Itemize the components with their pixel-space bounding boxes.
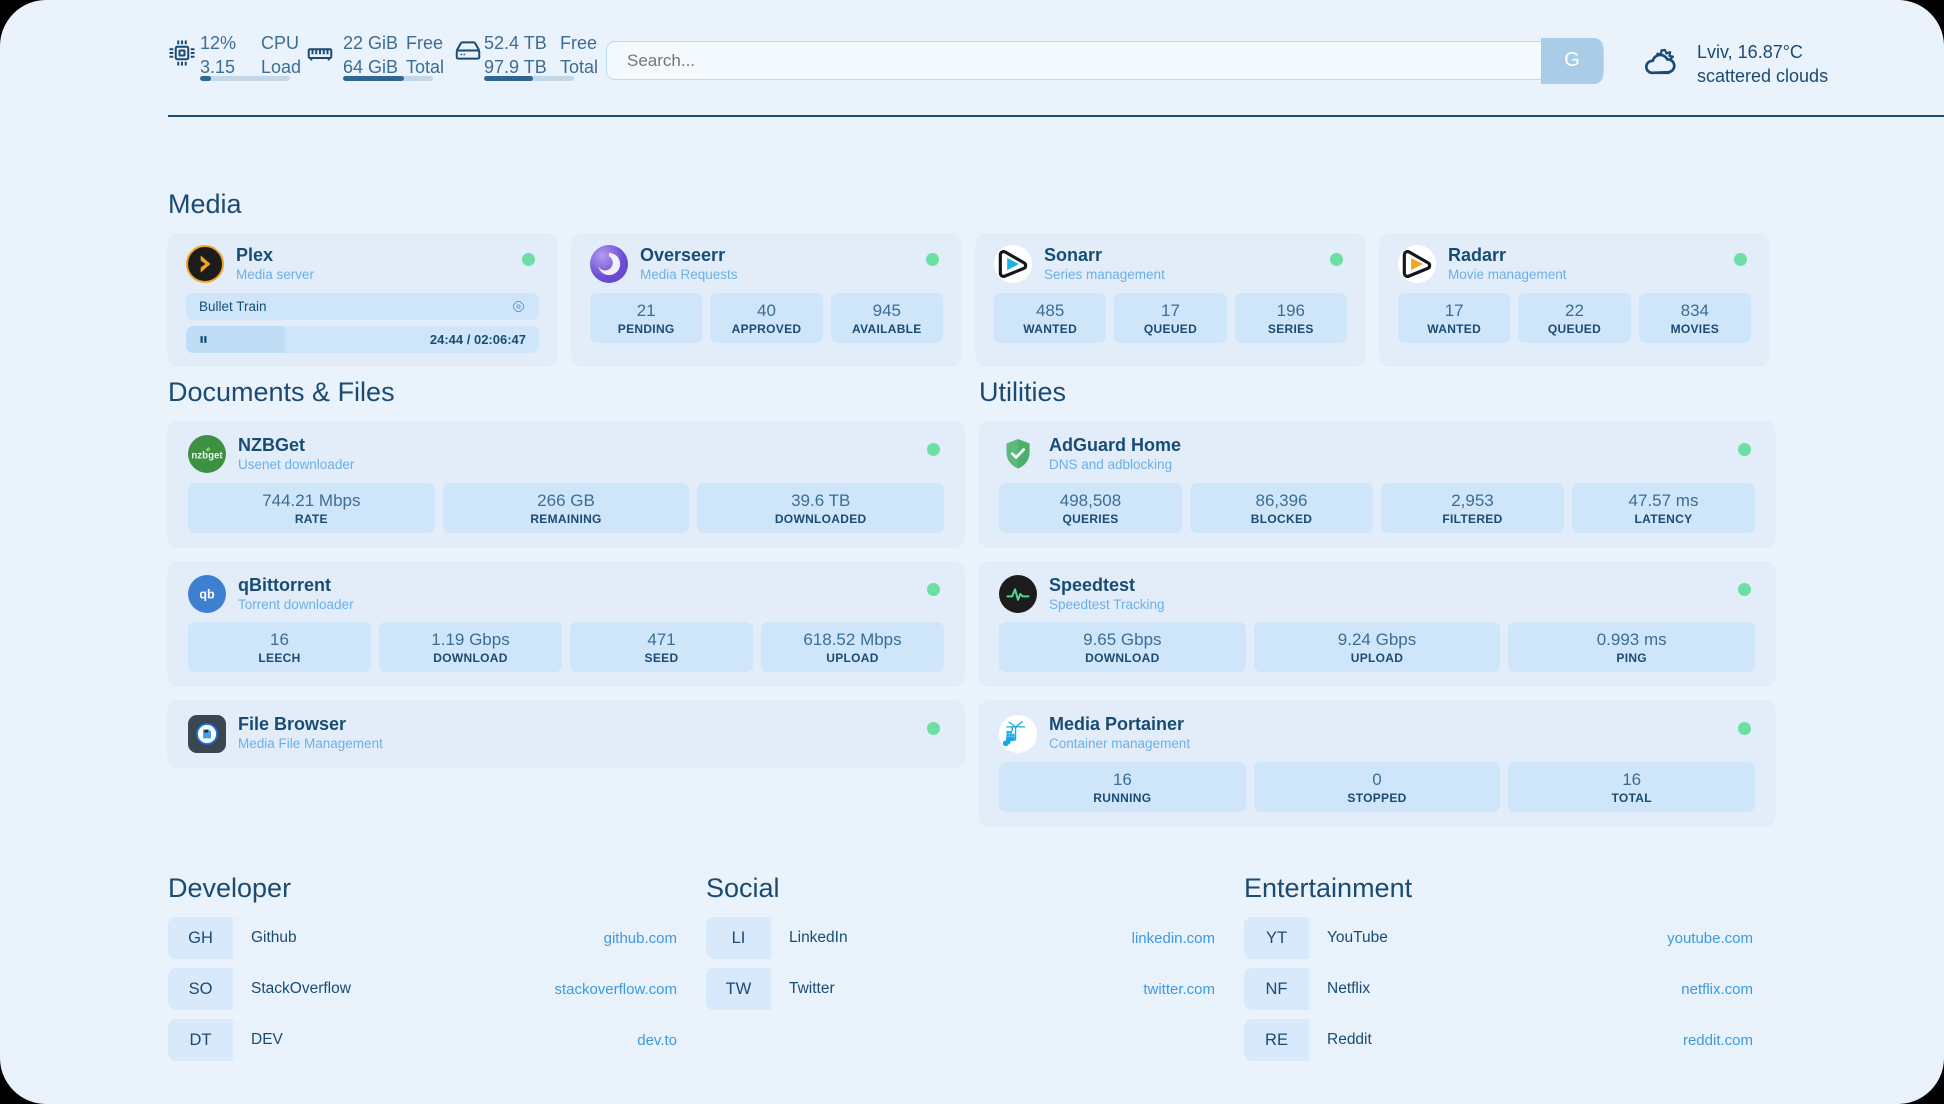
svg-text:qb: qb	[199, 587, 215, 601]
svg-text:nzbget: nzbget	[191, 451, 223, 462]
